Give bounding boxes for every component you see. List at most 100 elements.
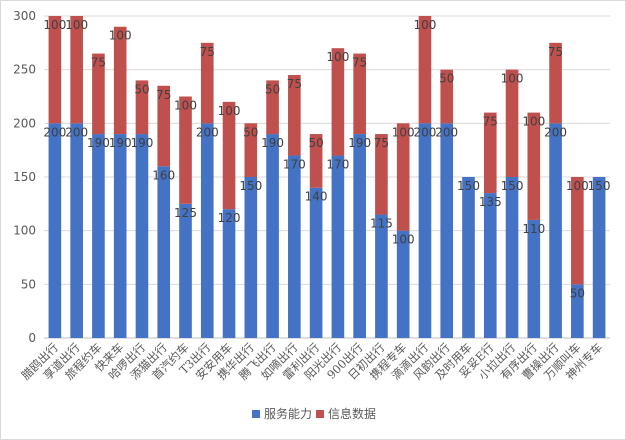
bar-segment: [375, 134, 388, 215]
data-labels: 2001002001001907519010019050160751251002…: [43, 18, 610, 300]
bar-segment: [309, 187, 323, 338]
legend: 服务能力 信息数据: [252, 406, 376, 421]
bar-segment: [92, 53, 105, 135]
bar-segment: [462, 177, 475, 338]
data-label: 150: [457, 179, 480, 193]
bar-segment: [179, 203, 192, 338]
y-tick-label: 250: [13, 63, 36, 77]
data-label: 120: [218, 211, 241, 225]
bar-segment: [549, 123, 562, 338]
bar-segment: [440, 69, 454, 124]
data-label: 100: [43, 18, 66, 32]
bar-segment: [113, 134, 127, 338]
data-label: 200: [196, 125, 219, 139]
bar-segment: [266, 134, 279, 338]
bar-segment: [571, 177, 584, 285]
data-label: 190: [109, 136, 132, 150]
data-label: 150: [501, 179, 524, 193]
data-label: 100: [501, 72, 524, 86]
data-label: 75: [374, 136, 389, 150]
bar-segment: [483, 112, 497, 194]
bar-segment: [157, 85, 171, 167]
data-label: 200: [544, 125, 567, 139]
bar-segment: [396, 123, 410, 231]
data-label: 150: [239, 179, 262, 193]
data-label: 100: [566, 179, 589, 193]
data-label: 190: [261, 136, 284, 150]
bar-segment: [288, 75, 301, 156]
bar-segment: [288, 155, 301, 338]
data-label: 75: [352, 56, 367, 70]
data-label: 75: [91, 56, 106, 70]
data-label: 190: [131, 136, 154, 150]
data-label: 100: [392, 125, 415, 139]
bar-segment: [309, 134, 323, 188]
bar-segment: [527, 112, 541, 220]
bar-segment: [200, 123, 214, 338]
data-label: 100: [414, 18, 437, 32]
y-axis: 0 50 100 150 200 250 300: [13, 9, 36, 345]
bar-segment: [48, 16, 62, 124]
data-label: 50: [265, 82, 280, 96]
data-label: 75: [156, 88, 171, 102]
data-label: 75: [200, 45, 215, 59]
bar-segment: [331, 155, 345, 338]
bar-segment: [505, 177, 519, 338]
data-label: 100: [65, 18, 88, 32]
bar-segment: [418, 16, 432, 124]
bar-segment: [222, 101, 236, 210]
bar-segment: [266, 80, 279, 135]
bar-segment: [527, 219, 541, 338]
data-label: 160: [152, 168, 175, 182]
data-label: 135: [479, 195, 502, 209]
data-label: 100: [392, 233, 415, 247]
data-label: 190: [348, 136, 371, 150]
data-label: 115: [370, 217, 393, 231]
bar-segment: [92, 134, 105, 338]
bar-segment: [505, 69, 519, 177]
data-label: 200: [414, 125, 437, 139]
data-label: 50: [134, 82, 149, 96]
y-tick-label: 150: [13, 170, 36, 184]
bars: [48, 16, 606, 338]
data-label: 190: [87, 136, 110, 150]
data-label: 110: [522, 222, 545, 236]
data-label: 75: [287, 77, 302, 91]
bar-segment: [135, 134, 149, 338]
bar-segment: [70, 123, 83, 338]
data-label: 100: [522, 115, 545, 129]
bar-segment: [331, 48, 345, 156]
data-label: 50: [570, 286, 585, 300]
y-tick-label: 50: [21, 277, 36, 291]
data-label: 200: [43, 125, 66, 139]
data-label: 100: [326, 50, 349, 64]
data-label: 75: [548, 45, 563, 59]
bar-segment: [375, 214, 388, 338]
bar-segment: [440, 123, 454, 338]
data-label: 125: [174, 206, 197, 220]
bar-segment: [200, 42, 214, 124]
data-label: 50: [439, 72, 454, 86]
data-label: 75: [483, 115, 498, 129]
bar-segment: [549, 42, 562, 124]
data-label: 100: [174, 99, 197, 113]
data-label: 200: [435, 125, 458, 139]
bar-segment: [592, 177, 606, 338]
bar-segment: [70, 16, 83, 124]
data-label: 200: [65, 125, 88, 139]
data-label: 140: [305, 190, 328, 204]
data-label: 170: [283, 158, 306, 172]
bar-segment: [135, 80, 149, 135]
bar-segment: [222, 209, 236, 338]
bar-segment: [179, 96, 192, 204]
bar-segment: [353, 53, 366, 135]
bar-segment: [244, 123, 258, 177]
data-label: 50: [308, 136, 323, 150]
legend-label: 信息数据: [328, 406, 376, 421]
bar-segment: [483, 193, 497, 338]
legend-label: 服务能力: [264, 406, 312, 421]
y-tick-label: 0: [28, 331, 36, 345]
y-tick-label: 100: [13, 224, 36, 238]
